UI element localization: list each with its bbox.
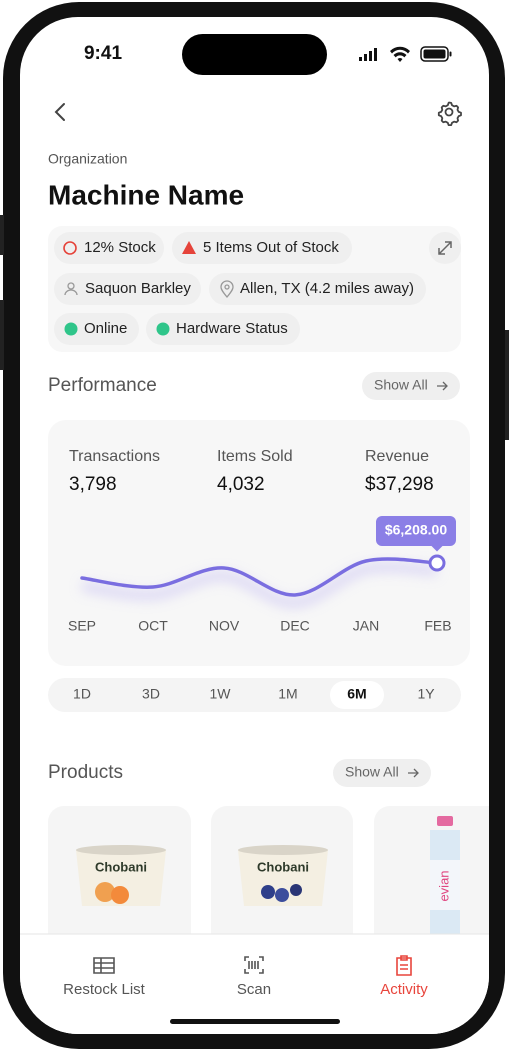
person-icon <box>64 282 78 296</box>
line-glow <box>81 562 438 608</box>
tab-label[interactable]: Scan <box>237 981 271 998</box>
warning-icon <box>182 241 196 254</box>
tag-text: Online <box>84 320 127 337</box>
svg-text:evian: evian <box>436 870 451 901</box>
tab-icon <box>396 955 412 976</box>
show-all-button[interactable] <box>333 759 431 787</box>
show-all-text: Show All <box>345 764 399 780</box>
status-time: 9:41 <box>84 43 122 64</box>
home-indicator <box>170 1019 340 1024</box>
tooltip <box>376 516 456 546</box>
side-button <box>0 300 4 370</box>
range-option[interactable]: 1W <box>210 686 232 702</box>
product-card[interactable]: evian <box>374 806 504 966</box>
range-option[interactable]: 3D <box>142 686 160 702</box>
performance-card <box>48 420 470 666</box>
settings-button[interactable] <box>437 101 462 126</box>
stat-value: $37,298 <box>365 474 434 495</box>
screen-content: 9:41 Organization Machine Name 12% Stock… <box>20 34 504 1034</box>
svg-text:Chobani: Chobani <box>95 859 147 874</box>
tag-pill <box>146 313 300 345</box>
range-selector <box>48 678 461 712</box>
stat-value: 4,032 <box>217 474 265 495</box>
side-button <box>505 330 509 440</box>
line <box>80 557 439 597</box>
arrow-icon <box>437 381 448 391</box>
product-card[interactable]: Chobani <box>48 806 191 966</box>
tab-icon <box>244 956 264 974</box>
x-tick-label: DEC <box>280 618 310 634</box>
tab-label[interactable]: Restock List <box>63 981 146 998</box>
status-dot <box>64 322 78 336</box>
x-tick-label: SEP <box>68 618 96 634</box>
tag-text: Allen, TX (4.2 miles away) <box>240 280 414 297</box>
range-selected <box>330 681 384 709</box>
show-all-text: Show All <box>374 377 428 393</box>
stat-label: Revenue <box>365 448 429 465</box>
show-all-button[interactable] <box>362 372 460 400</box>
machine-title: Machine Name <box>48 179 244 210</box>
data-label: $6,208.00 <box>385 522 447 538</box>
organization-label: Organization <box>48 151 127 167</box>
range-option[interactable]: 1M <box>278 686 297 702</box>
tag-text: 5 Items Out of Stock <box>203 239 339 256</box>
dynamic-island <box>182 34 327 75</box>
tag-pill <box>54 313 139 345</box>
expand-icon <box>438 241 452 255</box>
stat-label: Items Sold <box>217 448 293 465</box>
tooltip-tail <box>431 545 443 552</box>
range-option[interactable]: 6M <box>347 686 366 702</box>
product-card[interactable]: Chobani <box>211 806 353 966</box>
tag-text: 12% Stock <box>84 239 156 256</box>
stat-label: Transactions <box>69 448 160 465</box>
tab-label[interactable]: Activity <box>380 981 428 998</box>
tag-pill <box>209 273 426 305</box>
range-option[interactable]: 1D <box>73 686 91 702</box>
stock-icon <box>63 241 77 255</box>
tag-pill <box>172 232 352 264</box>
tag-pill <box>54 273 201 305</box>
section-title: Products <box>48 762 123 783</box>
status-icons <box>359 46 452 62</box>
side-button <box>0 215 4 255</box>
back-button[interactable] <box>54 103 65 121</box>
x-tick-label: NOV <box>209 618 240 634</box>
status-dot <box>156 322 170 336</box>
range-option[interactable]: 1Y <box>417 686 435 702</box>
svg-text:Chobani: Chobani <box>257 859 309 874</box>
location-icon <box>220 280 234 299</box>
x-tick-label: FEB <box>424 618 451 634</box>
x-tick-label: JAN <box>353 618 379 634</box>
section-title: Performance <box>48 375 157 396</box>
tab-icon <box>93 957 115 974</box>
arrow-icon <box>408 768 419 778</box>
tag-pill <box>54 232 164 264</box>
tag-text: Saquon Barkley <box>85 280 191 297</box>
x-tick-label: OCT <box>138 618 168 634</box>
tag-text: Hardware Status <box>176 320 288 337</box>
point-marker <box>428 554 446 572</box>
stat-value: 3,798 <box>69 474 117 495</box>
tab-bar <box>20 934 489 1034</box>
